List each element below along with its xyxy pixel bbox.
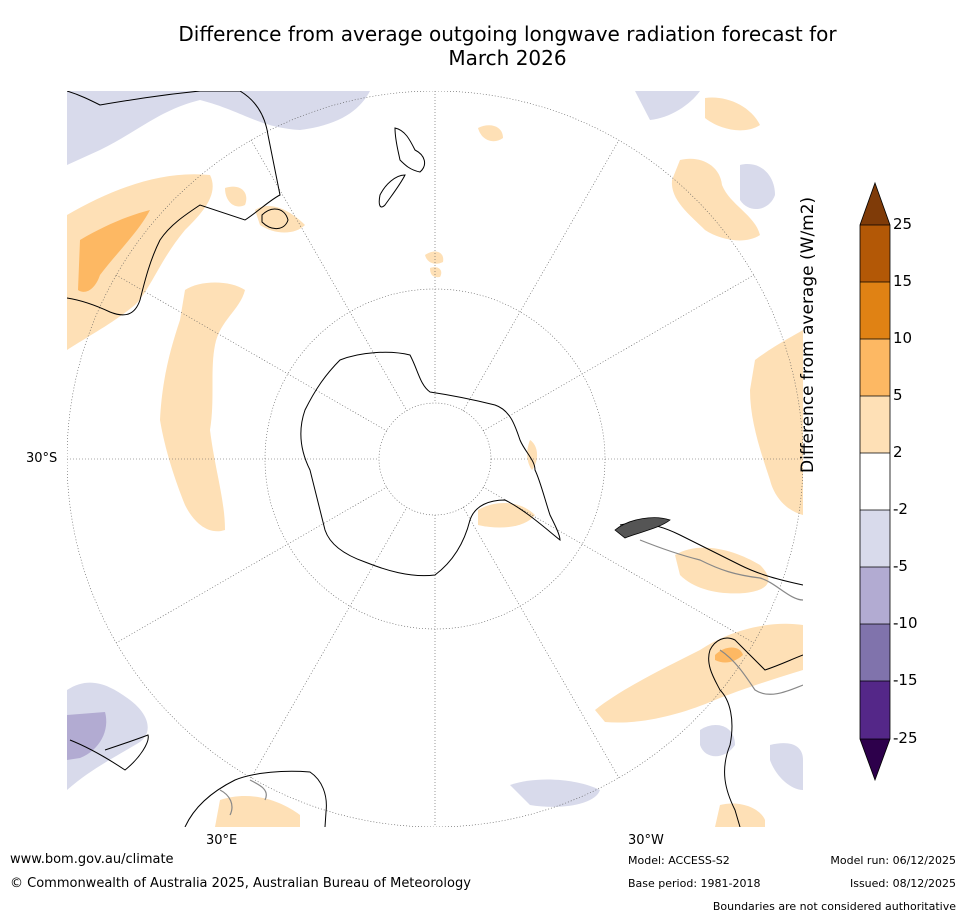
colorbar-swatch-5-10 <box>860 339 890 396</box>
footer-disclaimer: Boundaries are not considered authoritat… <box>712 900 956 913</box>
colorbar-label-25: 25 <box>893 215 913 233</box>
anomaly-region-pos-small-6 <box>430 267 442 278</box>
footer-issued: Issued: 08/12/2025 <box>849 877 956 890</box>
colorbar-swatch-neg10-neg15 <box>860 624 890 681</box>
colorbar-extend-bottom <box>860 739 890 780</box>
anomaly-region-pos-sa-2 <box>595 623 803 723</box>
colorbar-extend-top <box>860 183 890 225</box>
footer-base-period: Base period: 1981-2018 <box>628 877 761 890</box>
colorbar-swatch-neg2-neg5 <box>860 510 890 567</box>
anomaly-region-pos-small-5 <box>425 251 444 264</box>
colorbar-label-15: 15 <box>893 272 913 290</box>
anomaly-region-neg-2 <box>635 91 700 120</box>
anomaly-region-neg-8 <box>770 743 803 790</box>
anomaly-region-neg-4 <box>67 682 148 790</box>
south-america-border <box>639 539 803 695</box>
colorbar-swatch-15-25 <box>860 225 890 282</box>
title-line-1: Difference from average outgoing longwav… <box>178 22 837 46</box>
anomaly-region-pos-peninsula <box>527 440 538 470</box>
map-area <box>67 91 803 827</box>
anomaly-region-neg-7 <box>700 725 735 757</box>
colorbar-label-2: 2 <box>893 443 903 461</box>
anomaly-region-pos-ne <box>671 158 760 241</box>
tasmania-coastline <box>261 208 289 229</box>
antarctica-coastline <box>300 351 561 577</box>
anomaly-region-pos-small-2 <box>225 186 247 207</box>
colorbar-label-10: 10 <box>893 329 913 347</box>
colorbar-swatch-2-5 <box>860 396 890 453</box>
anomaly-region-neg-3 <box>740 164 775 210</box>
colorbar-swatch-10-15 <box>860 282 890 339</box>
anomaly-region-neg-6 <box>510 779 600 807</box>
anomaly-region-neg-5 <box>67 712 107 760</box>
longitude-label-30w: 30°W <box>628 833 664 848</box>
latitude-label-30s: 30°S <box>26 451 58 466</box>
anomaly-region-pos5-west <box>78 210 150 292</box>
colorbar-label-neg10: -10 <box>893 614 918 632</box>
colorbar-label-neg15: -15 <box>893 671 918 689</box>
anomaly-region-pos-small-4 <box>705 97 760 131</box>
colorbar-swatch-neutral <box>860 453 890 510</box>
colorbar <box>859 181 891 782</box>
anomaly-region-pos-east <box>750 330 803 515</box>
anomaly-region-pos-band <box>160 282 245 532</box>
anomaly-region-pos-africa-2 <box>715 803 765 827</box>
africa-east-coastline <box>69 734 149 771</box>
longitude-label-30e: 30°E <box>206 833 238 848</box>
anomaly-region-pos-africa <box>215 795 300 827</box>
colorbar-label-neg2: -2 <box>893 500 908 518</box>
tierra-del-fuego <box>614 517 671 539</box>
footer-model: Model: ACCESS-S2 <box>628 854 730 867</box>
footer-url: www.bom.gov.au/climate <box>10 852 174 867</box>
anomaly-region-pos-small-3 <box>478 125 503 142</box>
colorbar-label-neg5: -5 <box>893 557 908 575</box>
colorbar-title: Difference from average (W/m2) <box>797 196 818 473</box>
chart-title: Difference from average outgoing longwav… <box>0 22 965 70</box>
footer-copyright: © Commonwealth of Australia 2025, Austra… <box>10 876 471 891</box>
africa-border <box>219 779 267 816</box>
africa-coastline <box>184 770 327 827</box>
anomaly-region-neg-1 <box>67 91 370 165</box>
new-zealand-coastline <box>378 127 426 208</box>
meridian-lines <box>67 91 803 827</box>
colorbar-swatch-neg15-neg25 <box>860 681 890 739</box>
colorbar-label-5: 5 <box>893 386 903 404</box>
title-line-2: March 2026 <box>448 46 567 70</box>
colorbar-swatch-neg5-neg10 <box>860 567 890 624</box>
colorbar-label-neg25: -25 <box>893 729 918 747</box>
australia-coastline <box>67 91 281 316</box>
anomaly-region-pos-west-coast <box>67 174 213 350</box>
footer-model-run: Model run: 06/12/2025 <box>830 854 956 867</box>
